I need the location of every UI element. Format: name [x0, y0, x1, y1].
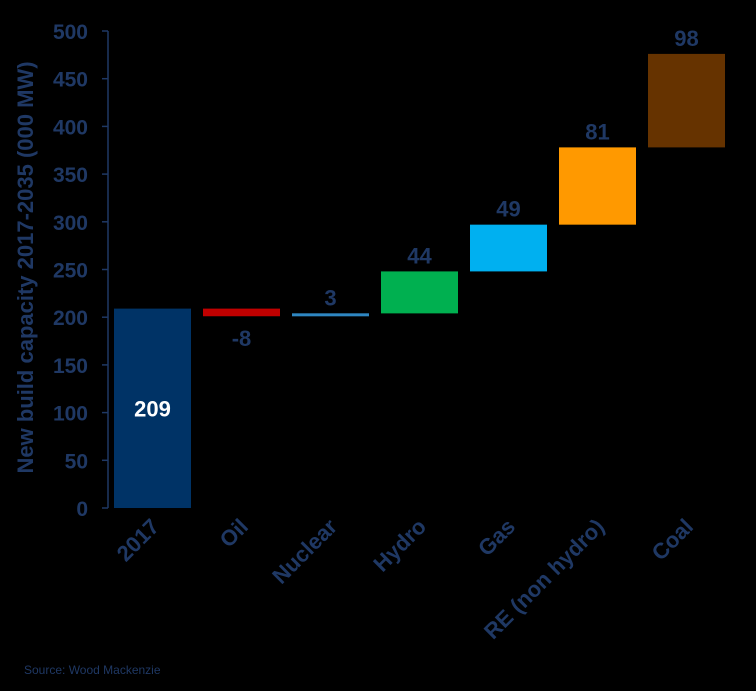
y-tick-label: 150: [53, 355, 88, 378]
data-label: 81: [585, 119, 609, 144]
x-tick-label: 2017: [112, 514, 164, 566]
source-note: Source: Wood Mackenzie: [24, 663, 161, 677]
y-tick-label: 0: [76, 498, 88, 521]
y-tick-label: 500: [53, 21, 88, 44]
data-label: 98: [674, 26, 698, 51]
data-label: -8: [232, 326, 252, 351]
bar-coal: [648, 53, 725, 148]
data-label: 209: [134, 396, 171, 421]
y-tick-label: 100: [53, 403, 88, 426]
bar-oil: [203, 308, 280, 317]
bar-gas: [470, 224, 547, 272]
data-label: 3: [324, 285, 336, 310]
y-tick-label: 200: [53, 307, 88, 330]
bar-hydro: [381, 271, 458, 314]
x-tick-label: Coal: [647, 514, 698, 565]
x-tick-label: Hydro: [368, 514, 431, 577]
y-tick-label: 50: [65, 450, 88, 473]
y-tick-label: 400: [53, 116, 88, 139]
bar-2017: [114, 308, 191, 508]
y-tick-label: 450: [53, 69, 88, 92]
y-tick-label: 250: [53, 260, 88, 283]
x-tick-label: Oil: [215, 514, 253, 552]
x-tick-label: Gas: [473, 514, 520, 561]
x-tick-label: Nuclear: [267, 514, 342, 589]
y-axis-title: New build capacity 2017-2035 (000 MW): [13, 61, 38, 473]
bar-nuclear: [292, 313, 369, 317]
data-label: 44: [407, 243, 432, 268]
y-tick-label: 300: [53, 212, 88, 235]
bar-re-non-hydro-: [559, 147, 636, 225]
y-tick-label: 350: [53, 164, 88, 187]
data-label: 49: [496, 197, 520, 222]
